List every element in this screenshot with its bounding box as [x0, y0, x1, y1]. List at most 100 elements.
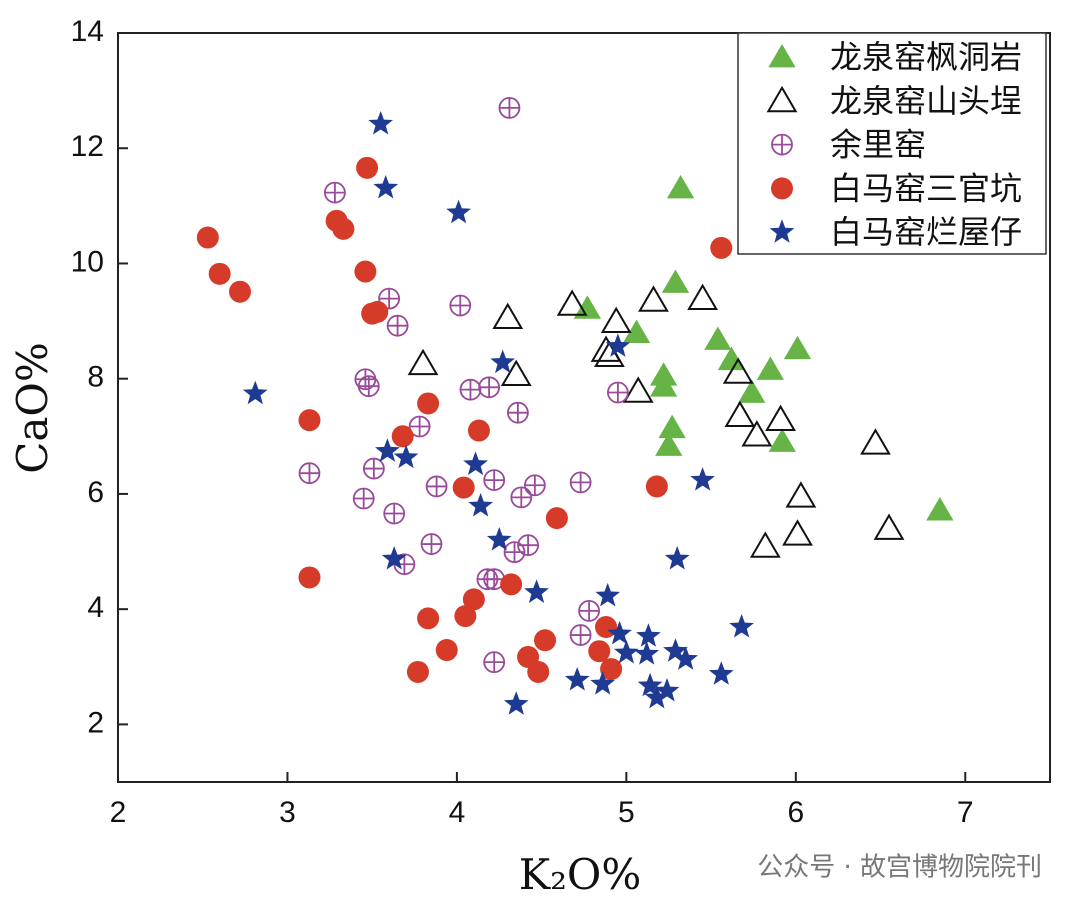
marker-star	[368, 111, 393, 135]
marker-circle	[391, 425, 414, 448]
marker-triangle	[783, 335, 812, 360]
y-tick-label: 2	[87, 706, 104, 739]
marker-circle	[196, 226, 219, 249]
marker-star	[637, 672, 663, 697]
marker-star	[663, 638, 688, 662]
marker-star	[729, 614, 754, 638]
marker-triangle	[649, 373, 678, 397]
x-tick-label: 6	[787, 796, 804, 829]
marker-circle-plus	[606, 381, 629, 404]
legend-label: 白马窑三官坑	[830, 169, 1022, 207]
marker-star	[463, 451, 488, 476]
marker-star	[375, 438, 400, 462]
marker-circle	[208, 262, 231, 285]
marker-star	[644, 684, 670, 709]
marker-triangle	[926, 497, 954, 521]
marker-triangle	[722, 357, 754, 384]
marker-triangle	[666, 174, 695, 199]
marker-star	[242, 380, 268, 405]
marker-triangle	[594, 340, 625, 368]
marker-circle	[534, 629, 557, 652]
x-tick-label: 7	[957, 796, 974, 829]
marker-circle	[600, 658, 623, 681]
marker-circle	[500, 573, 523, 596]
marker-circle-plus	[478, 376, 501, 399]
marker-circle	[545, 507, 568, 530]
marker-circle-plus	[449, 294, 472, 317]
marker-triangle	[717, 346, 746, 371]
marker-circle	[435, 639, 458, 662]
marker-circle	[332, 217, 355, 240]
marker-triangle	[749, 531, 781, 558]
marker-circle-plus	[569, 471, 592, 494]
marker-triangle	[738, 379, 766, 403]
marker-triangle	[741, 420, 773, 447]
marker-circle-plus	[459, 378, 482, 401]
marker-triangle	[655, 432, 683, 456]
marker-circle	[588, 640, 611, 663]
marker-circle-plus	[420, 533, 443, 555]
marker-circle	[298, 566, 321, 589]
watermark: 公众号 · 故宫博物院院刊	[757, 853, 1042, 883]
marker-circle	[462, 588, 485, 611]
marker-triangle	[573, 295, 602, 319]
marker-triangle	[860, 428, 891, 455]
marker-star	[503, 691, 529, 715]
marker-star	[708, 661, 734, 685]
legend-label: 龙泉窑枫洞岩	[830, 38, 1022, 76]
y-tick-label: 4	[87, 591, 104, 624]
marker-star	[373, 175, 399, 199]
marker-circle-plus	[352, 487, 375, 510]
marker-circle-plus	[510, 486, 533, 509]
marker-circle-plus	[507, 401, 529, 424]
marker-triangle	[782, 519, 813, 546]
marker-circle	[354, 260, 377, 283]
marker-circle-plus	[483, 651, 506, 674]
marker-triangle	[768, 428, 796, 452]
marker-triangle	[785, 481, 817, 508]
marker-circle	[771, 177, 793, 200]
marker-triangle	[765, 404, 796, 431]
marker-star	[446, 199, 471, 224]
marker-triangle	[661, 269, 690, 293]
x-tick-label: 3	[279, 796, 296, 829]
y-axis-label: CaO%	[8, 342, 57, 474]
marker-triangle	[768, 44, 796, 68]
marker-circle	[229, 280, 252, 303]
marker-circle	[645, 475, 668, 498]
marker-circle	[361, 302, 384, 325]
marker-circle	[452, 476, 475, 499]
marker-star	[486, 527, 512, 551]
y-tick-label: 6	[87, 476, 104, 509]
marker-circle-plus	[408, 415, 431, 438]
marker-triangle	[638, 285, 669, 312]
marker-triangle	[622, 319, 651, 343]
marker-star	[614, 639, 639, 664]
x-tick-label: 5	[618, 796, 635, 829]
marker-triangle	[492, 302, 524, 330]
marker-star	[381, 546, 407, 570]
marker-circle-plus	[425, 475, 448, 498]
marker-circle	[417, 607, 440, 630]
marker-circle	[454, 605, 477, 628]
marker-star	[524, 579, 549, 603]
marker-star	[590, 671, 615, 695]
marker-circle-plus	[298, 462, 321, 485]
legend-label: 龙泉窑山头埕	[830, 82, 1022, 120]
marker-star	[673, 646, 698, 670]
plot-frame	[117, 32, 1051, 783]
marker-circle	[467, 419, 490, 442]
y-tick-label: 8	[87, 361, 104, 394]
marker-triangle	[704, 326, 732, 350]
legend-label: 白马窑烂屋仔	[830, 213, 1022, 251]
y-tick-label: 10	[71, 245, 104, 278]
marker-circle-plus	[483, 469, 506, 491]
marker-circle-plus	[503, 541, 526, 564]
marker-circle-plus	[362, 457, 385, 480]
marker-circle-plus	[569, 624, 592, 646]
marker-circle	[298, 409, 321, 432]
marker-star	[605, 333, 631, 357]
marker-circle-plus	[357, 375, 380, 398]
marker-star	[564, 667, 590, 691]
